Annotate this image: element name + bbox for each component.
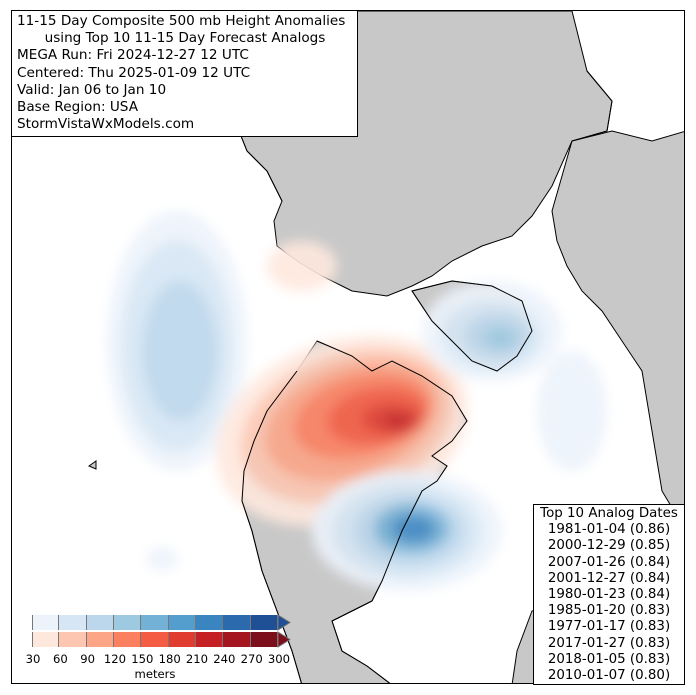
colorbar-tick-label: 300 — [267, 652, 291, 666]
title-line-6: Base Region: USA — [17, 99, 138, 116]
colorbar-arrows — [277, 614, 291, 648]
colorbar-tick-label: 90 — [80, 652, 96, 666]
colorbar-negative-segment — [32, 615, 60, 630]
colorbar-negative-segment — [168, 615, 196, 630]
colorbar-positive-segment — [141, 632, 169, 647]
analog-date-4: 2001-12-27 (0.84) — [547, 570, 671, 586]
east-asia-landmass — [551, 130, 684, 529]
analog-date-2: 2000-12-29 (0.85) — [547, 538, 671, 554]
colorbar-negative-segment — [250, 615, 278, 630]
colorbar-negative-segment — [141, 615, 169, 630]
colorbar-positive-segment — [113, 632, 142, 647]
colorbar: 30 60 90 120 150 180 210 240 270 300 meters — [26, 614, 294, 681]
colorbar-tick-label: 150 — [131, 652, 154, 666]
colorbar-positive-segment — [223, 632, 251, 647]
colorbar-positive-row — [32, 632, 278, 647]
analog-date-5: 1980-01-23 (0.84) — [547, 587, 671, 603]
map-title-block: 11-15 Day Composite 500 mb Height Anomal… — [11, 10, 358, 138]
colorbar-positive-segment — [32, 632, 60, 647]
analog-dates-box: Top 10 Analog Dates 1981-01-04 (0.86) 20… — [533, 504, 685, 685]
title-line-1: 11-15 Day Composite 500 mb Height Anomal… — [17, 13, 346, 29]
analog-date-6: 1985-01-20 (0.83) — [547, 603, 671, 619]
colorbar-tick-label: 270 — [240, 652, 263, 666]
title-line-5: Valid: Jan 06 to Jan 10 — [17, 81, 167, 98]
colorbar-negative-segment — [223, 615, 251, 630]
colorbar-tick-label: 180 — [158, 652, 181, 666]
analog-date-8: 2017-01-27 (0.83) — [547, 635, 671, 651]
small-island — [87, 460, 97, 470]
colorbar-positive-segment — [168, 632, 196, 647]
colorbar-tick-label: 30 — [25, 652, 41, 666]
title-line-4: Centered: Thu 2025-01-09 12 UTC — [17, 64, 251, 81]
coastlines — [206, 50, 613, 683]
colorbar-positive-segment — [59, 632, 87, 647]
colorbar-negative-segment — [113, 615, 142, 630]
analog-date-7: 1977-01-17 (0.83) — [547, 619, 671, 635]
anomaly-shading — [107, 211, 607, 591]
colorbar-positive-segment — [250, 632, 278, 647]
analog-date-1: 1981-01-04 (0.86) — [547, 522, 671, 538]
colorbar-ticks: 30 60 90 120 150 180 210 240 270 300 — [26, 652, 294, 666]
colorbar-tick-label: 210 — [185, 652, 209, 666]
colorbar-positive-segment — [86, 632, 114, 647]
title-line-3: MEGA Run: Fri 2024-12-27 12 UTC — [17, 47, 249, 64]
colorbar-positive-arrow — [277, 631, 291, 648]
title-line-2: using Top 10 11-15 Day Forecast Analogs — [44, 30, 326, 47]
colorbar-unit-label: meters — [134, 667, 176, 681]
analog-date-10: 2010-01-07 (0.80) — [547, 668, 671, 684]
colorbar-negative-segment — [59, 615, 87, 630]
colorbar-negative-row — [32, 615, 278, 630]
title-line-7: StormVistaWxModels.com — [17, 116, 195, 133]
analog-date-3: 2007-01-26 (0.84) — [547, 554, 671, 570]
colorbar-negative-arrow — [277, 614, 291, 631]
colorbar-negative-segment — [195, 615, 224, 630]
colorbar-tick-label: 60 — [52, 652, 68, 666]
analog-date-9: 2018-01-05 (0.83) — [547, 651, 671, 667]
colorbar-tick-label: 120 — [103, 652, 127, 666]
analog-dates-header: Top 10 Analog Dates — [540, 506, 678, 521]
colorbar-negative-segment — [86, 615, 114, 630]
colorbar-positive-segment — [195, 632, 224, 647]
colorbar-tick-label: 240 — [213, 652, 236, 666]
